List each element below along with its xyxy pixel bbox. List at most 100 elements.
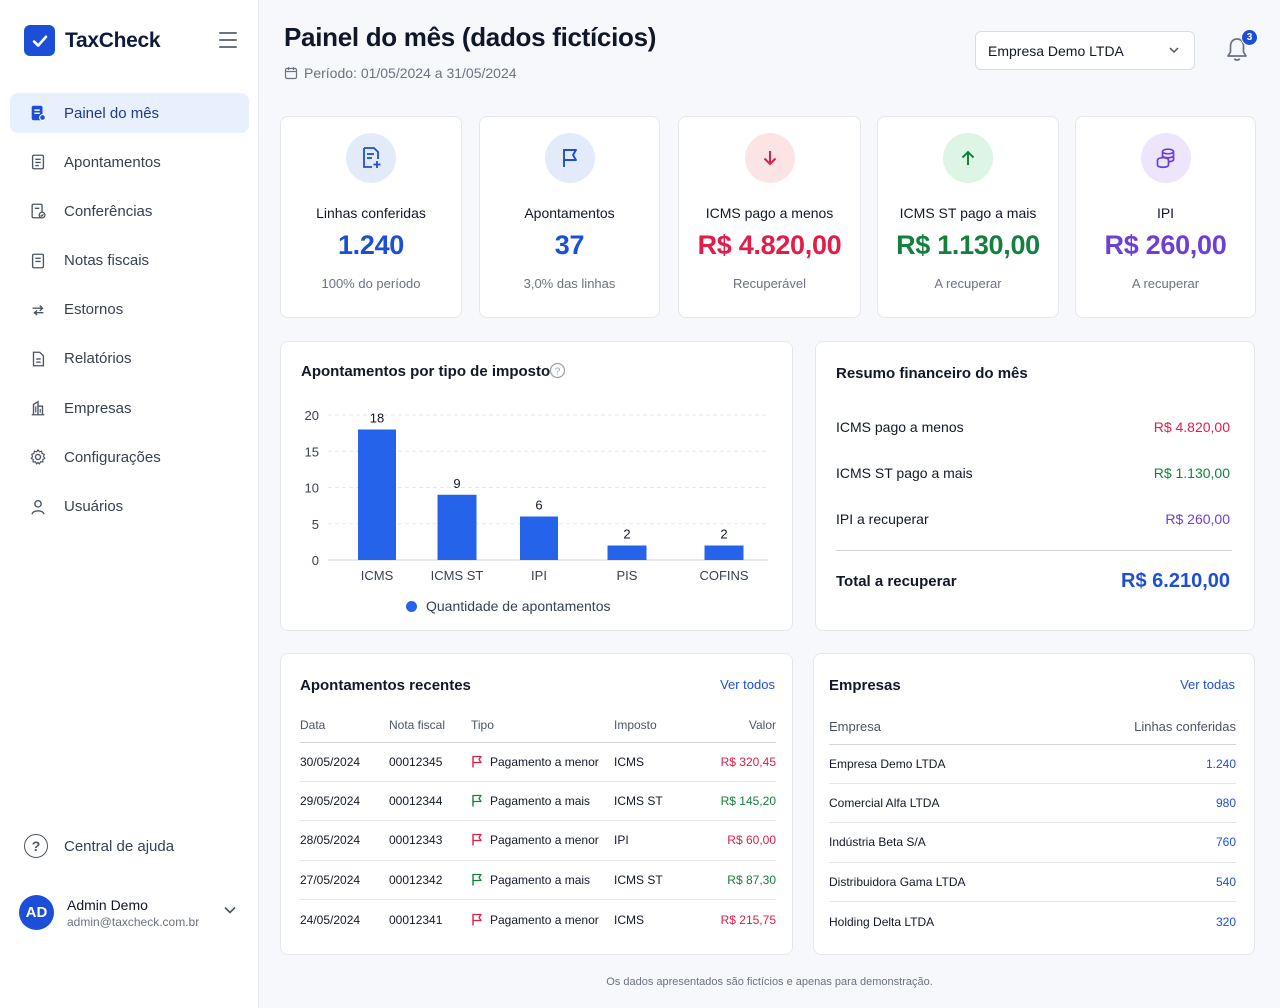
type-cell: Pagamento a mais	[471, 860, 614, 901]
user-icon	[28, 497, 48, 517]
hamburger-menu-icon[interactable]	[219, 32, 237, 48]
question-icon: ?	[24, 834, 48, 858]
table-row[interactable]: Comercial Alfa LTDA 980	[829, 783, 1236, 824]
checkmark-logo-icon	[24, 25, 55, 56]
period-text: Período: 01/05/2024 a 31/05/2024	[304, 65, 517, 81]
see-all-link[interactable]: Ver todas	[1180, 677, 1235, 692]
type-cell: Pagamento a menor	[471, 820, 614, 861]
bar-chart: 0 5 10 15 20 18 ICMS 9 ICMS ST 6 IPI 2 PIS 2 COFINS	[305, 408, 768, 583]
value-cell: R$ 145,20	[696, 781, 776, 822]
sidebar-item-label: Painel do mês	[64, 104, 160, 122]
brand-name: TaxCheck	[65, 28, 161, 52]
kpi-sub: A recuperar	[1131, 276, 1200, 291]
flag-icon	[472, 834, 482, 846]
dashboard-doc-icon	[28, 103, 48, 123]
kpi-sub: 3,0% das linhas	[523, 276, 616, 291]
lines-cell: 540	[1062, 862, 1236, 903]
page-title: Painel do mês (dados fictícios)	[284, 22, 657, 52]
bar	[607, 545, 647, 560]
type-label: Pagamento a mais	[490, 794, 591, 809]
sidebar-item-painel[interactable]: Painel do mês	[10, 93, 249, 133]
calendar-icon	[284, 67, 298, 80]
coins-icon	[1140, 133, 1191, 183]
column-header: Data	[300, 708, 389, 743]
value-cell: R$ 215,75	[720, 912, 776, 927]
column-header: Nota fiscal	[389, 708, 471, 743]
divider	[836, 550, 1232, 551]
table-row[interactable]: Holding Delta LTDA 320	[829, 902, 1236, 941]
data-label: 9	[453, 476, 460, 491]
notification-badge: 3	[1241, 29, 1258, 46]
chart-card: Apontamentos por tipo de imposto ? 0 5 10 1…	[280, 341, 793, 631]
table-row[interactable]: Indústria Beta S/A 760	[829, 822, 1236, 863]
summary-card: Resumo financeiro do mês ICMS pago a men…	[815, 341, 1255, 631]
sidebar-item-empresas[interactable]: Empresas	[10, 388, 249, 428]
help-center-link[interactable]: ? Central de ajuda	[24, 834, 174, 858]
arrow-down-icon	[744, 133, 795, 183]
bar	[704, 545, 744, 560]
kpi-value: R$ 1.130,00	[896, 230, 1040, 260]
kpi-card-ipi: IPI R$ 260,00 A recuperar	[1075, 116, 1256, 318]
see-all-link[interactable]: Ver todos	[720, 677, 775, 692]
sidebar-item-configuracoes[interactable]: Configurações	[10, 437, 249, 477]
bar	[437, 494, 477, 560]
lines-cell: 980	[1062, 783, 1236, 824]
company-select[interactable]: Empresa Demo LTDA	[975, 31, 1195, 70]
sidebar-item-label: Apontamentos	[64, 153, 161, 171]
date-cell: 24/05/2024	[300, 912, 361, 927]
legend-label: Quantidade de apontamentos	[426, 598, 611, 614]
type-cell: Pagamento a menor	[471, 900, 614, 939]
recent-title: Apontamentos recentes	[300, 677, 471, 694]
info-icon[interactable]: ?	[549, 362, 566, 379]
table-row[interactable]: 29/05/2024 00012344 Pagamento a mais ICMS S…	[300, 781, 776, 822]
invoice-icon	[28, 251, 48, 271]
summary-value: R$ 260,00	[1165, 511, 1230, 527]
sidebar-item-relatorios[interactable]: Relatórios	[10, 339, 249, 379]
table-row[interactable]: 28/05/2024 00012343 Pagamento a menor IPI R$…	[300, 820, 776, 861]
sidebar-item-estornos[interactable]: Estornos	[10, 290, 249, 330]
value-cell: R$ 87,30	[696, 860, 776, 901]
table-row[interactable]: Distribuidora Gama LTDA 540	[829, 862, 1236, 903]
summary-row: ICMS pago a menos R$ 4.820,00	[836, 419, 1230, 435]
kpi-label: ICMS pago a menos	[705, 205, 834, 221]
data-label: 18	[370, 411, 384, 426]
summary-row: ICMS ST pago a mais R$ 1.130,00	[836, 465, 1230, 481]
nf-cell: 00012342	[389, 860, 471, 901]
sidebar-item-notas-fiscais[interactable]: Notas fiscais	[10, 241, 249, 281]
user-menu[interactable]: AD Admin Demo admin@taxcheck.com.br	[19, 895, 241, 930]
arrow-up-icon	[943, 133, 993, 183]
company-name-cell: Comercial Alfa LTDA	[829, 783, 1063, 824]
companies-card: Empresas Ver todas Empresa Linhas confer…	[813, 653, 1255, 955]
chart-legend: Quantidade de apontamentos	[406, 598, 610, 614]
summary-label: ICMS ST pago a mais	[836, 465, 973, 481]
sidebar-item-label: Usuários	[64, 498, 124, 515]
column-header: Linhas conferidas	[1062, 710, 1236, 745]
sidebar-item-conferencias[interactable]: Conferências	[10, 191, 249, 231]
nf-cell: 00012341	[389, 912, 443, 927]
lines-cell: 1.240	[1062, 744, 1236, 784]
sidebar-item-apontamentos[interactable]: Apontamentos	[10, 142, 249, 182]
summary-total-value: R$ 6.210,00	[1121, 570, 1230, 592]
sidebar-item-usuarios[interactable]: Usuários	[10, 487, 249, 527]
kpi-sub: Recuperável	[733, 276, 806, 291]
brand[interactable]: TaxCheck	[24, 25, 161, 56]
sidebar: TaxCheck Painel do mês Apontamentos Conf…	[0, 0, 259, 1008]
nf-cell: 00012343	[389, 820, 471, 861]
type-cell: Pagamento a mais	[471, 781, 614, 822]
table-row[interactable]: Empresa Demo LTDA 1.240	[829, 744, 1236, 784]
x-tick-label: ICMS	[361, 568, 394, 583]
summary-value: R$ 4.820,00	[1153, 419, 1230, 435]
data-label: 2	[623, 527, 630, 542]
chevron-down-icon	[1169, 47, 1179, 54]
chevron-down-icon	[224, 906, 236, 914]
table-row[interactable]: 24/05/2024 00012341 Pagamento a menor ICMS R…	[300, 900, 776, 939]
type-label: Pagamento a menor	[490, 912, 599, 927]
summary-title: Resumo financeiro do mês	[836, 365, 1028, 382]
kpi-value: R$ 4.820,00	[697, 230, 842, 260]
table-row[interactable]: 30/05/2024 00012345 Pagamento a menor ICMS R…	[300, 742, 776, 782]
period: Período: 01/05/2024 a 31/05/2024	[284, 65, 517, 81]
date-cell: 30/05/2024	[300, 742, 389, 782]
flag-icon	[472, 913, 482, 925]
table-row[interactable]: 27/05/2024 00012342 Pagamento a mais ICMS S…	[300, 860, 776, 901]
company-name-cell: Indústria Beta S/A	[829, 822, 1063, 863]
